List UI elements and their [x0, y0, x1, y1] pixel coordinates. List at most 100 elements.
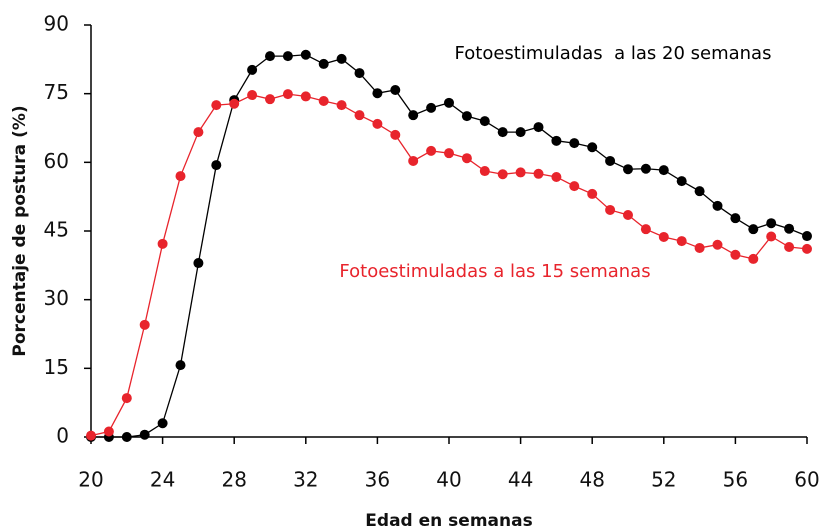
data-point [282, 89, 293, 100]
y-tick-label: 30 [44, 286, 69, 310]
data-point [802, 243, 812, 254]
data-point [211, 100, 222, 111]
data-point [336, 100, 347, 111]
data-point [658, 231, 669, 242]
data-point [193, 258, 204, 269]
data-point [372, 88, 383, 99]
data-point [605, 155, 616, 166]
data-point [175, 171, 186, 182]
y-tick-label: 45 [44, 218, 69, 242]
data-point [193, 127, 204, 138]
data-point [766, 231, 777, 242]
data-point [247, 64, 258, 75]
data-point [712, 200, 723, 211]
data-point [121, 432, 132, 442]
y-tick-label: 60 [44, 149, 69, 173]
data-point [569, 181, 580, 192]
data-point [461, 111, 472, 122]
data-point [497, 169, 508, 180]
x-tick-label: 56 [723, 468, 748, 492]
data-point [86, 430, 96, 441]
data-point [533, 168, 544, 179]
x-tick-label: 24 [150, 468, 175, 492]
data-point [784, 223, 795, 234]
y-tick-label: 15 [44, 355, 69, 379]
data-point [444, 97, 454, 108]
data-point [587, 188, 598, 199]
x-tick-label: 20 [78, 468, 103, 492]
data-point [640, 224, 651, 235]
data-point [157, 418, 168, 429]
data-point [694, 186, 705, 197]
data-point [408, 155, 419, 166]
data-point [247, 90, 258, 101]
data-point [784, 242, 795, 253]
data-point [748, 224, 759, 235]
data-point [354, 110, 365, 121]
data-point [372, 118, 383, 129]
data-point [139, 319, 150, 330]
y-tick-label: 90 [44, 12, 69, 36]
y-axis-title: Porcentaje de postura (%) [10, 105, 30, 356]
data-point [265, 51, 275, 62]
x-tick-label: 52 [651, 468, 676, 492]
data-point [121, 393, 132, 404]
data-point [300, 49, 311, 60]
data-point [497, 127, 508, 138]
data-point [551, 135, 562, 146]
data-point [766, 218, 777, 229]
x-tick-label: 44 [508, 468, 533, 492]
data-point [444, 148, 454, 159]
data-point [730, 249, 741, 260]
data-point [640, 163, 651, 174]
data-point [551, 171, 562, 182]
data-point [712, 239, 723, 250]
data-point [658, 165, 669, 176]
data-point [157, 238, 168, 249]
data-point [461, 153, 472, 164]
data-point [676, 176, 687, 187]
data-point [676, 236, 687, 247]
x-tick-label: 60 [794, 468, 819, 492]
data-point [533, 122, 544, 133]
data-point [336, 53, 347, 64]
data-point [623, 209, 633, 220]
data-point [211, 160, 222, 171]
data-point [515, 127, 526, 138]
data-point [694, 242, 705, 253]
data-point [569, 138, 580, 149]
data-point [390, 129, 401, 140]
data-point [354, 68, 365, 79]
data-point [139, 429, 150, 440]
x-tick-label: 48 [579, 468, 604, 492]
data-point [623, 164, 633, 175]
data-point [479, 166, 490, 177]
data-point [408, 110, 419, 121]
y-tick-label: 0 [56, 424, 69, 448]
data-point [426, 102, 437, 113]
data-point [587, 142, 598, 153]
x-axis-title: Edad en semanas [365, 511, 532, 530]
data-point [300, 91, 311, 102]
data-point [515, 167, 526, 178]
data-point [730, 213, 741, 224]
data-point [175, 360, 186, 371]
data-point [479, 116, 490, 127]
x-tick-label: 32 [293, 468, 318, 492]
data-point [318, 95, 329, 106]
data-point [748, 253, 759, 264]
series-label: Fotoestimuladas a las 20 semanas [455, 43, 772, 64]
x-tick-label: 36 [365, 468, 390, 492]
data-point [265, 94, 275, 105]
data-point [103, 426, 114, 437]
data-point [426, 145, 437, 156]
x-tick-label: 28 [221, 468, 246, 492]
y-tick-label: 75 [44, 80, 69, 104]
data-point [282, 51, 293, 62]
data-point [802, 231, 812, 242]
data-point [605, 204, 616, 215]
data-point [318, 58, 329, 69]
x-tick-label: 40 [436, 468, 461, 492]
data-point [229, 98, 240, 109]
